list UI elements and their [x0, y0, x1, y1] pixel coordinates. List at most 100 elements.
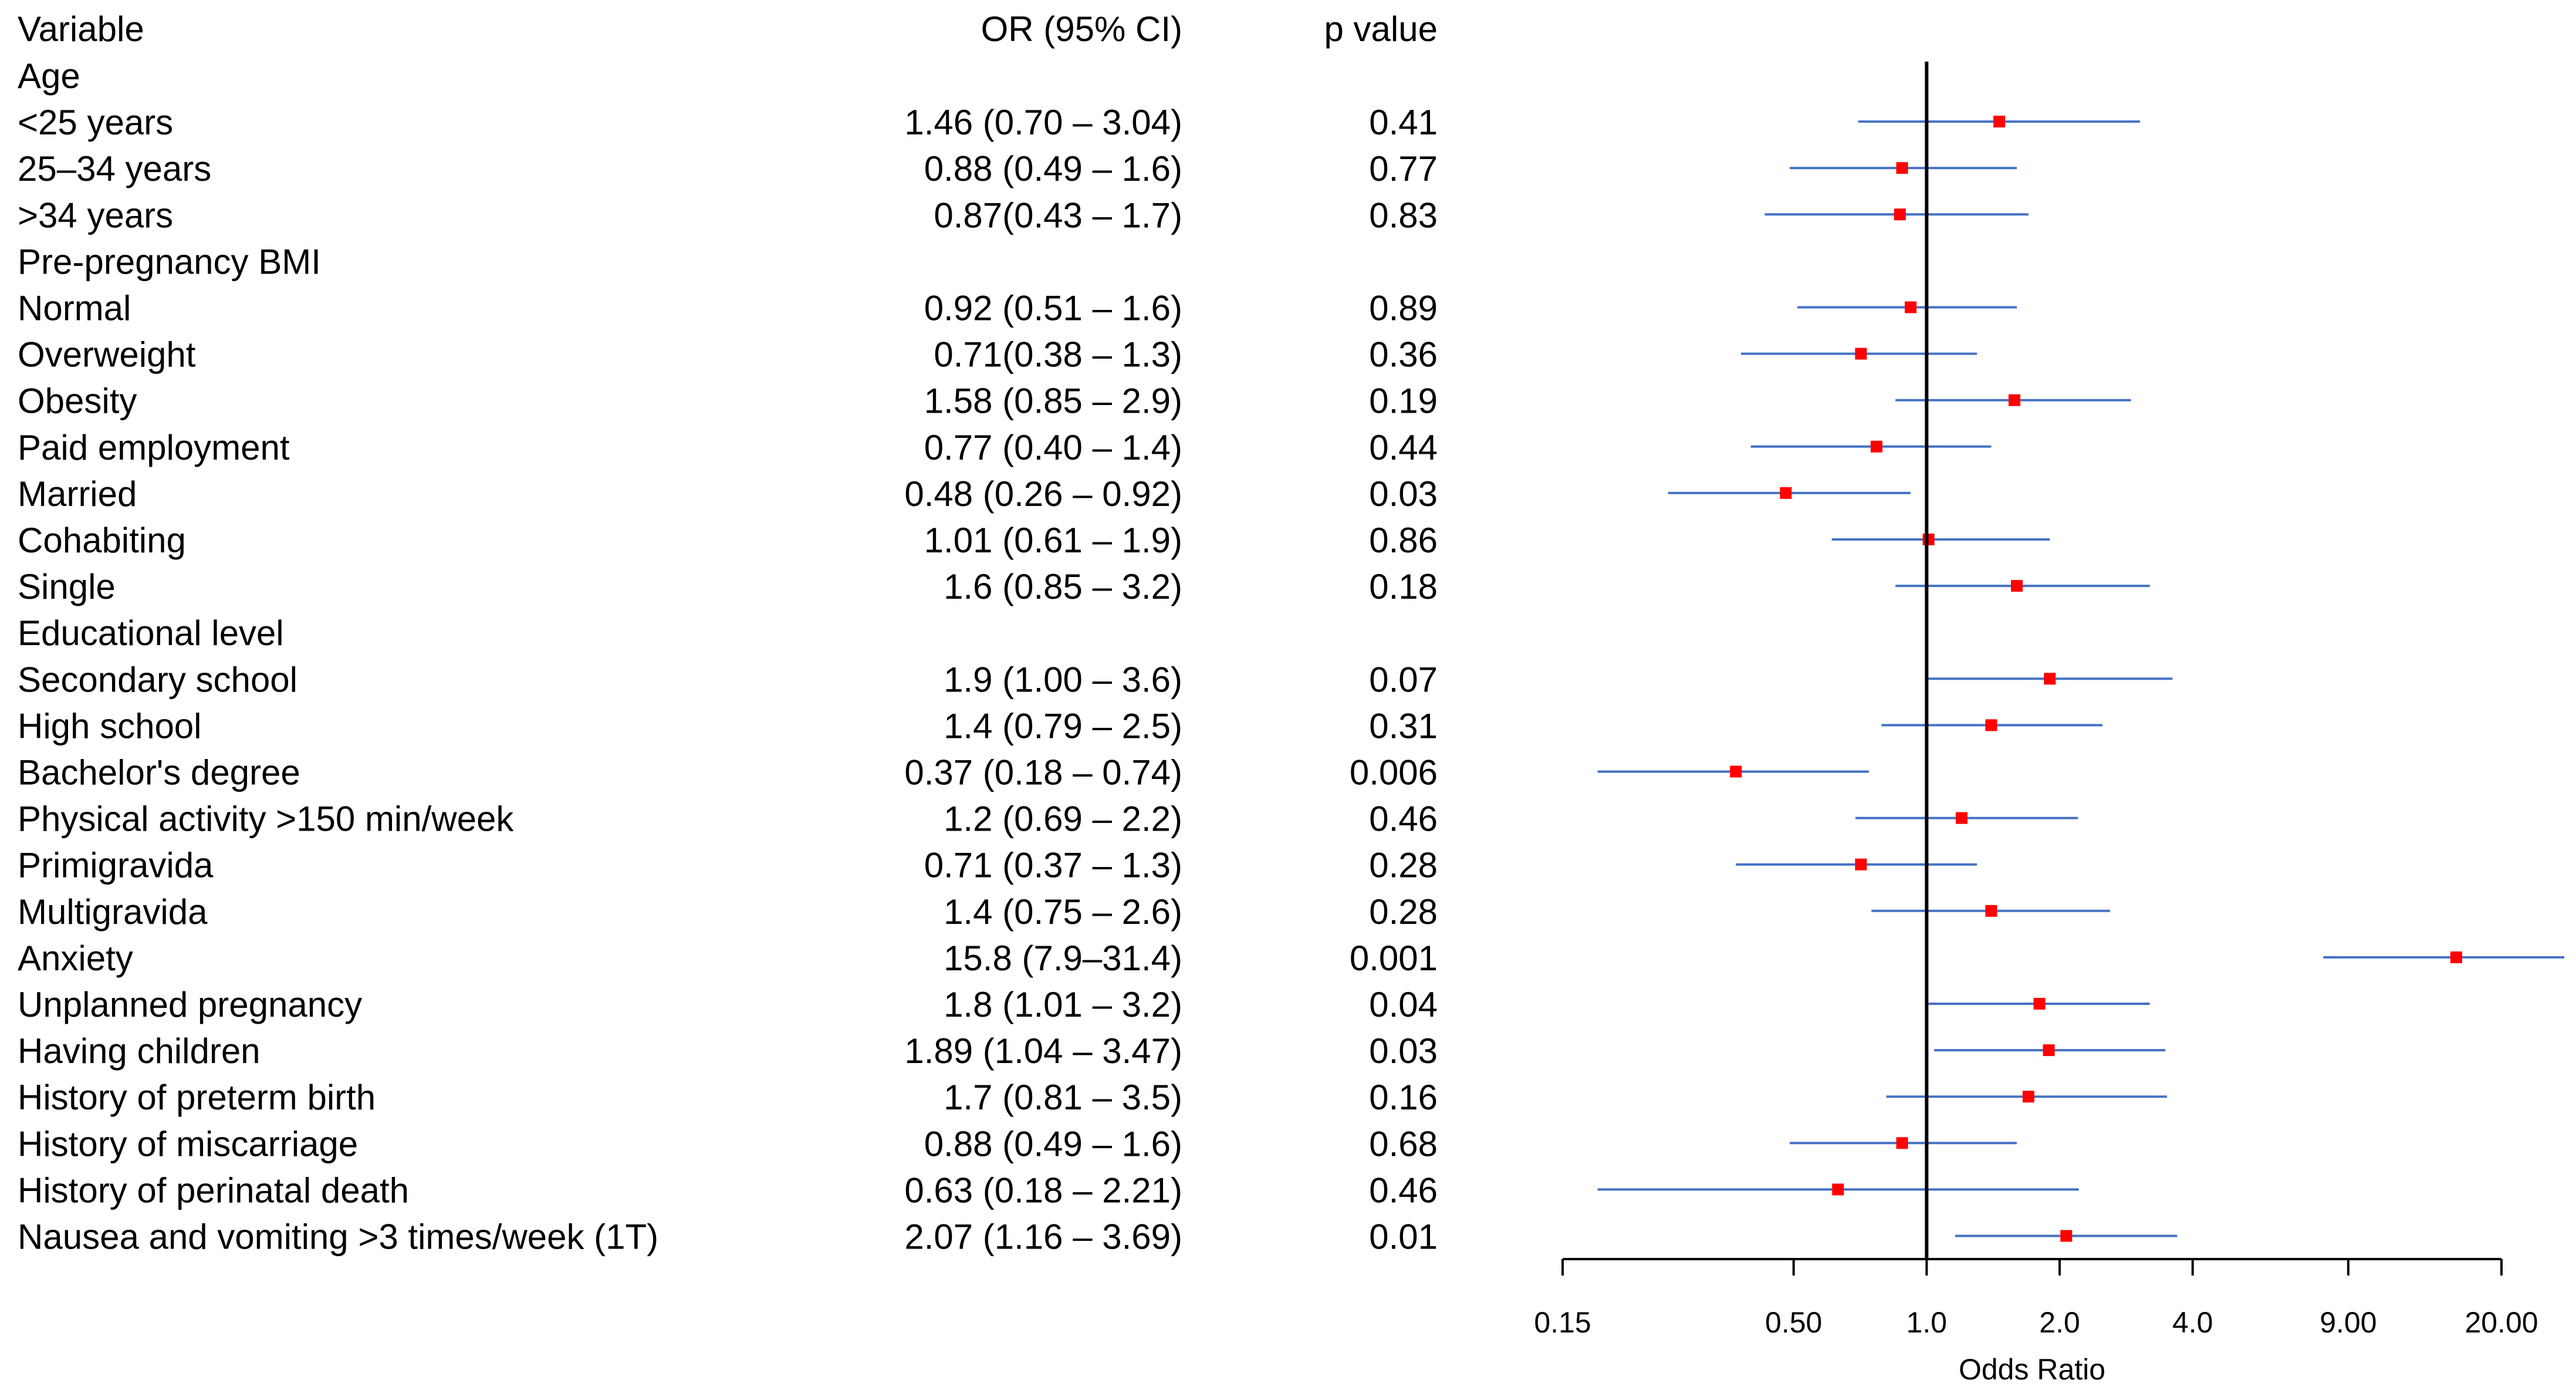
- row-or-ci: 0.71(0.38 – 1.3): [934, 335, 1182, 375]
- point-estimate: [1896, 162, 1908, 174]
- point-estimate: [1730, 765, 1742, 778]
- point-estimate: [2450, 951, 2462, 963]
- point-estimate: [2008, 394, 2020, 406]
- row-p-value: 0.28: [1369, 846, 1438, 885]
- row-p-value: 0.89: [1369, 289, 1438, 328]
- row-or-ci: 0.92 (0.51 – 1.6): [924, 289, 1182, 328]
- row-p-value: 0.41: [1369, 103, 1438, 142]
- row-or-ci: 1.46 (0.70 – 3.04): [904, 103, 1182, 142]
- point-estimate: [1955, 812, 1968, 824]
- row-p-value: 0.83: [1369, 195, 1438, 235]
- row-label: >34 years: [18, 195, 173, 235]
- point-estimate: [1896, 1137, 1908, 1149]
- row-p-value: 0.77: [1369, 149, 1438, 188]
- row-label: Anxiety: [18, 939, 133, 978]
- row-p-value: 0.01: [1369, 1217, 1438, 1257]
- point-estimate: [1855, 348, 1867, 360]
- row-label: Overweight: [18, 335, 196, 375]
- row-label: Single: [18, 567, 116, 606]
- row-or-ci: 0.63 (0.18 – 2.21): [904, 1170, 1182, 1210]
- point-estimate: [2033, 998, 2046, 1010]
- row-or-ci: 1.6 (0.85 – 3.2): [944, 567, 1182, 606]
- x-tick-label: 4.0: [2172, 1306, 2213, 1339]
- row-or-ci: 1.2 (0.69 – 2.2): [944, 799, 1182, 839]
- point-estimate: [2011, 580, 2023, 592]
- row-p-value: 0.68: [1369, 1124, 1438, 1163]
- row-label: Normal: [18, 289, 131, 328]
- point-estimate: [2044, 673, 2056, 685]
- row-label: Bachelor's degree: [18, 753, 300, 792]
- row-or-ci: 1.01 (0.61 – 1.9): [924, 521, 1182, 560]
- x-tick-label: 2.0: [2039, 1306, 2080, 1339]
- row-label: <25 years: [18, 103, 173, 142]
- point-estimate: [2022, 1091, 2034, 1103]
- row-p-value: 0.46: [1369, 799, 1438, 839]
- x-tick-label: 9.00: [2320, 1306, 2376, 1339]
- row-label: Married: [18, 474, 137, 514]
- point-estimate: [1993, 116, 2006, 128]
- row-p-value: 0.86: [1369, 521, 1438, 560]
- row-label: Multigravida: [18, 892, 208, 932]
- x-axis: 0.15 0.50 1.0 2.0 4.0 9.00 20.00 Odds Ratio: [1534, 1258, 2538, 1386]
- row-or-ci: 1.8 (1.01 – 3.2): [944, 985, 1182, 1024]
- point-estimate: [1855, 858, 1867, 871]
- row-label: History of miscarriage: [18, 1124, 358, 1163]
- row-label: Primigravida: [18, 846, 214, 885]
- row-or-ci: 1.58 (0.85 – 2.9): [924, 382, 1182, 421]
- row-p-value: 0.16: [1369, 1078, 1438, 1117]
- row-or-ci: 1.4 (0.75 – 2.6): [944, 892, 1182, 932]
- row-label: Physical activity >150 min/week: [18, 799, 514, 839]
- point-estimate: [1870, 440, 1882, 453]
- header-p-value: p value: [1324, 9, 1438, 49]
- row-label: Obesity: [18, 382, 137, 421]
- point-estimate: [2060, 1230, 2073, 1242]
- row-p-value: 0.04: [1369, 985, 1438, 1024]
- point-estimate: [1922, 534, 1935, 545]
- row-or-ci: 1.7 (0.81 – 3.5): [944, 1078, 1182, 1117]
- x-tick-label: 1.0: [1906, 1306, 1948, 1339]
- row-or-ci: 1.9 (1.00 – 3.6): [944, 660, 1182, 699]
- x-tick-label: 20.00: [2465, 1306, 2538, 1339]
- row-p-value: 0.03: [1369, 1031, 1438, 1071]
- row-label: History of perinatal death: [18, 1170, 409, 1210]
- row-or-ci: 1.4 (0.79 – 2.5): [944, 706, 1182, 745]
- row-label: Age: [18, 56, 80, 96]
- row-label: 25–34 years: [18, 149, 211, 188]
- row-or-ci: 0.71 (0.37 – 1.3): [924, 846, 1182, 885]
- point-estimate: [1905, 301, 1917, 313]
- row-label: Paid employment: [18, 428, 290, 467]
- point-estimate: [1894, 208, 1906, 221]
- row-label: Educational level: [18, 613, 284, 653]
- row-p-value: 0.19: [1369, 382, 1438, 421]
- row-or-ci: 0.37 (0.18 – 0.74): [904, 753, 1182, 792]
- row-or-ci: 1.89 (1.04 – 3.47): [904, 1031, 1182, 1071]
- point-estimate: [1832, 1183, 1844, 1196]
- row-label: Having children: [18, 1031, 261, 1071]
- x-tick-label: 0.15: [1534, 1306, 1591, 1339]
- point-estimate: [1985, 719, 1997, 731]
- row-or-ci: 2.07 (1.16 – 3.69): [904, 1217, 1182, 1257]
- row-label: Pre-pregnancy BMI: [18, 242, 321, 281]
- row-label: Nausea and vomiting >3 times/week (1T): [18, 1217, 658, 1257]
- point-estimate: [1780, 487, 1792, 499]
- row-or-ci: 15.8 (7.9–31.4): [944, 939, 1182, 978]
- row-p-value: 0.28: [1369, 892, 1438, 932]
- header-or-ci: OR (95% CI): [981, 9, 1182, 49]
- row-p-value: 0.46: [1369, 1170, 1438, 1210]
- point-estimate: [2043, 1044, 2055, 1057]
- x-tick-label: 0.50: [1765, 1306, 1822, 1339]
- row-p-value: 0.07: [1369, 660, 1438, 699]
- row-or-ci: 0.48 (0.26 – 0.92): [904, 474, 1182, 514]
- row-or-ci: 0.88 (0.49 – 1.6): [924, 149, 1182, 188]
- row-label: Secondary school: [18, 660, 298, 699]
- row-p-value: 0.44: [1369, 428, 1438, 467]
- row-label: Cohabiting: [18, 521, 186, 560]
- header-variable: Variable: [18, 9, 144, 49]
- row-or-ci: 0.88 (0.49 – 1.6): [924, 1124, 1182, 1163]
- row-p-value: 0.03: [1369, 474, 1438, 514]
- row-label: High school: [18, 706, 202, 745]
- plot-marks: [1597, 62, 2564, 1259]
- row-p-value: 0.006: [1350, 753, 1438, 792]
- row-p-value: 0.31: [1369, 706, 1438, 745]
